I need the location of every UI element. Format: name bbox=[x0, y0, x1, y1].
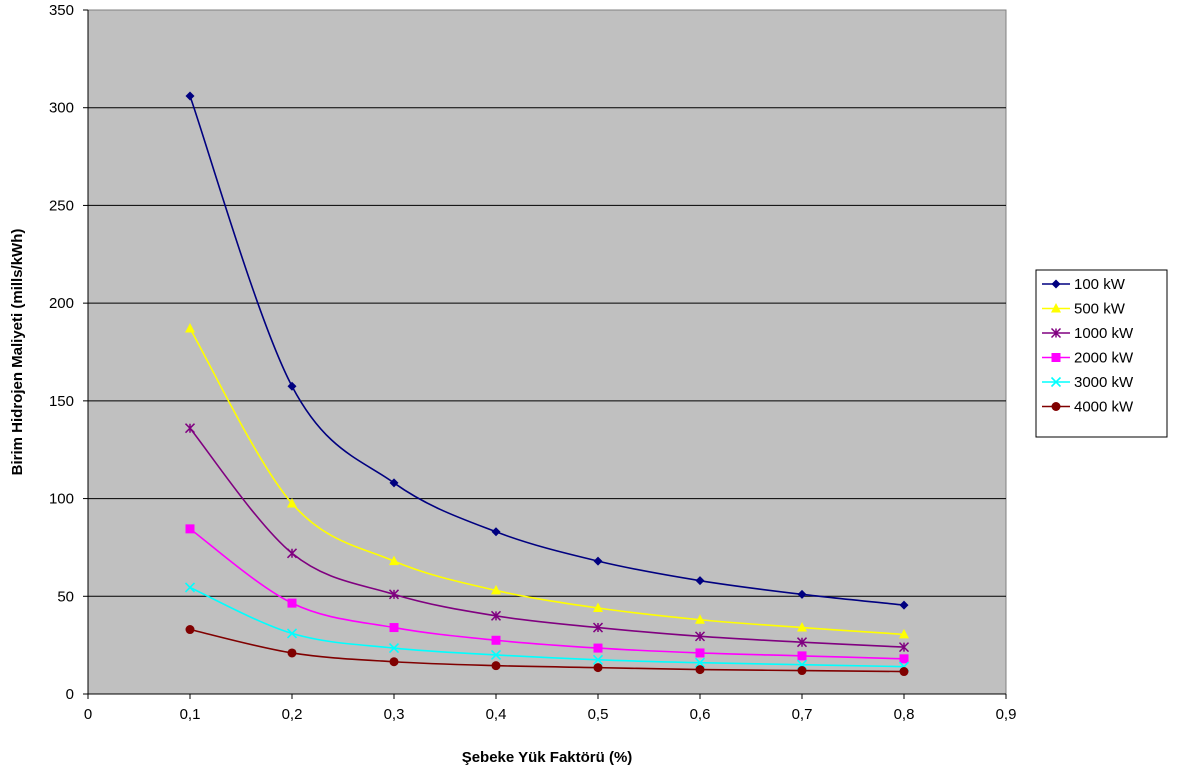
data-point bbox=[593, 602, 603, 613]
x-tick-label: 0,5 bbox=[588, 706, 609, 723]
legend-marker bbox=[1051, 279, 1061, 289]
legend-marker bbox=[1050, 376, 1062, 388]
series-line bbox=[189, 628, 905, 673]
data-point bbox=[695, 665, 705, 675]
y-axis-title: Birim Hidrojen Maliyeti (mills/kWh) bbox=[9, 229, 26, 476]
data-point bbox=[593, 643, 603, 653]
data-point bbox=[185, 91, 195, 101]
legend-label: 100 kW bbox=[1074, 276, 1126, 293]
series-line bbox=[189, 586, 905, 668]
data-point bbox=[797, 651, 807, 661]
data-point bbox=[388, 589, 400, 600]
data-point bbox=[796, 637, 808, 648]
x-tick-label: 0,9 bbox=[996, 706, 1017, 723]
x-tick-label: 0,6 bbox=[690, 706, 711, 723]
data-point bbox=[185, 625, 195, 635]
x-tick-label: 0,8 bbox=[894, 706, 915, 723]
data-point bbox=[695, 614, 705, 624]
series-3 bbox=[185, 524, 909, 664]
legend-item: 2000 kW bbox=[1042, 350, 1134, 367]
data-point bbox=[899, 600, 909, 610]
data-point bbox=[899, 667, 909, 677]
data-point bbox=[184, 582, 196, 593]
y-tick-label: 200 bbox=[49, 295, 74, 312]
data-point bbox=[389, 623, 399, 633]
grid-layer bbox=[88, 107, 1006, 597]
data-point bbox=[389, 478, 399, 488]
data-point bbox=[695, 648, 705, 658]
data-point bbox=[797, 589, 807, 599]
data-point bbox=[287, 497, 297, 508]
series-5 bbox=[185, 625, 909, 677]
legend-item: 3000 kW bbox=[1042, 374, 1134, 391]
data-point bbox=[184, 423, 196, 434]
legend-item: 1000 kW bbox=[1042, 325, 1134, 342]
data-point bbox=[185, 524, 195, 534]
legend-marker bbox=[1051, 402, 1061, 411]
y-tick-label: 150 bbox=[49, 393, 74, 410]
series-1 bbox=[185, 323, 909, 639]
x-tick-label: 0,4 bbox=[486, 706, 507, 723]
y-tick-label: 250 bbox=[49, 197, 74, 214]
data-point bbox=[694, 631, 706, 642]
data-point bbox=[695, 576, 705, 586]
data-point bbox=[490, 610, 502, 621]
legend-item: 100 kW bbox=[1042, 276, 1126, 293]
legend-item: 4000 kW bbox=[1042, 399, 1134, 416]
series-2 bbox=[184, 423, 910, 653]
data-point bbox=[593, 663, 603, 673]
data-point bbox=[899, 628, 909, 639]
legend: 100 kW 500 kW 1000 kW 2000 kW 3000 kW 4000 kW bbox=[1035, 269, 1168, 438]
legend-label: 1000 kW bbox=[1074, 325, 1134, 342]
data-point bbox=[491, 661, 501, 671]
data-point bbox=[389, 555, 399, 566]
y-tick-label: 300 bbox=[49, 100, 74, 117]
data-point bbox=[797, 622, 807, 632]
y-tick-label: 350 bbox=[49, 2, 74, 19]
data-point bbox=[694, 657, 706, 668]
legend-label: 2000 kW bbox=[1074, 350, 1134, 367]
data-point bbox=[389, 657, 399, 667]
legend-marker bbox=[1050, 327, 1062, 339]
series-line bbox=[189, 95, 905, 606]
data-point bbox=[388, 643, 400, 654]
legend-marker bbox=[1051, 303, 1061, 313]
legend-label: 3000 kW bbox=[1074, 374, 1134, 391]
data-point bbox=[593, 556, 603, 566]
data-point bbox=[592, 622, 604, 633]
data-point bbox=[287, 381, 297, 391]
data-point bbox=[797, 666, 807, 676]
legend-label: 4000 kW bbox=[1074, 399, 1134, 416]
data-point bbox=[286, 628, 298, 639]
y-tick-label: 0 bbox=[66, 686, 74, 703]
data-point bbox=[592, 654, 604, 665]
data-point bbox=[491, 584, 501, 595]
legend-marker bbox=[1051, 353, 1061, 362]
data-point bbox=[490, 649, 502, 660]
x-tick-label: 0,3 bbox=[384, 706, 405, 723]
legend-label: 500 kW bbox=[1074, 301, 1126, 318]
data-point bbox=[899, 654, 909, 664]
x-tick-label: 0 bbox=[84, 706, 92, 723]
series-layer bbox=[184, 91, 910, 677]
axes-layer: 0 50 100 150 200 250 300 350 0 0,1 0,2 0,3 0,4 0,5 0,6… bbox=[49, 2, 1016, 723]
series-0 bbox=[185, 91, 909, 610]
data-point bbox=[286, 548, 298, 559]
data-point bbox=[491, 635, 501, 645]
data-point bbox=[185, 323, 195, 333]
x-tick-label: 0,7 bbox=[792, 706, 813, 723]
y-tick-label: 50 bbox=[57, 588, 74, 605]
data-point bbox=[287, 648, 297, 658]
x-tick-label: 0,2 bbox=[282, 706, 303, 723]
data-point bbox=[898, 642, 910, 653]
data-point bbox=[491, 527, 501, 537]
x-tick-label: 0,1 bbox=[180, 706, 201, 723]
legend-item: 500 kW bbox=[1042, 301, 1126, 318]
y-tick-label: 100 bbox=[49, 491, 74, 508]
plot-area bbox=[87, 9, 1007, 695]
data-point bbox=[287, 598, 297, 608]
x-axis-title: Şebeke Yük Faktörü (%) bbox=[462, 749, 633, 766]
